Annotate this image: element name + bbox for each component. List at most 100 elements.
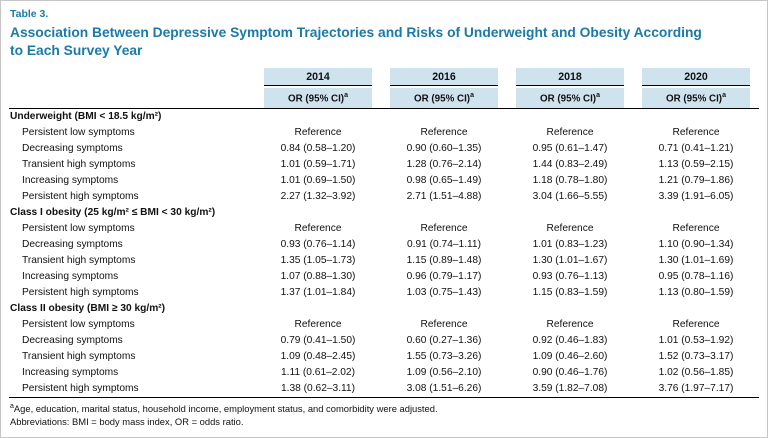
section-header: Underweight (BMI < 18.5 kg/m²) xyxy=(10,111,162,123)
trajectory-row-label: Increasing symptoms xyxy=(22,175,119,187)
header-spacer xyxy=(9,68,255,88)
or-ci-value: 1.37 (1.01–1.84) xyxy=(280,287,356,299)
or-ci-value: 0.95 (0.61–1.47) xyxy=(532,143,608,155)
or-ci-value: 1.09 (0.48–2.45) xyxy=(280,351,356,363)
table-row: Persistent high symptoms 1.37 (1.01–1.84)… xyxy=(9,285,759,301)
or-ci-value: 0.79 (0.41–1.50) xyxy=(280,335,356,347)
column-header-or-ci: OR (95% CI)a xyxy=(390,88,498,108)
column-header-or-ci: OR (95% CI)a xyxy=(516,88,624,108)
trajectory-row-label: Transient high symptoms xyxy=(22,255,136,267)
or-ci-value: 1.07 (0.88–1.30) xyxy=(280,271,356,283)
year-header-row: 2014 2016 2018 2020 xyxy=(9,68,759,88)
trajectory-row-label: Decreasing symptoms xyxy=(22,239,123,251)
trajectory-row-label: Transient high symptoms xyxy=(22,159,136,171)
column-header-year: 2018 xyxy=(516,68,624,87)
trajectory-row-label: Persistent low symptoms xyxy=(22,127,135,139)
header-spacer xyxy=(9,88,255,109)
table-row: Decreasing symptoms 0.93 (0.76–1.14) 0.91 … xyxy=(9,237,759,253)
or-ci-value: 1.18 (0.78–1.80) xyxy=(532,175,608,187)
or-ci-value: 0.95 (0.78–1.16) xyxy=(658,271,734,283)
or-ci-value: 0.98 (0.65–1.49) xyxy=(406,175,482,187)
table-row: Increasing symptoms 1.01 (0.69–1.50) 0.98 … xyxy=(9,173,759,189)
or-ci-value: Reference xyxy=(294,223,342,235)
or-ci-value: 1.13 (0.59–2.15) xyxy=(658,159,734,171)
or-ci-value: Reference xyxy=(420,127,468,139)
or-ci-value: 1.10 (0.90–1.34) xyxy=(658,239,734,251)
or-ci-value: 0.91 (0.74–1.11) xyxy=(406,239,481,251)
or-ci-value: 0.93 (0.76–1.14) xyxy=(280,239,356,251)
table-row: Increasing symptoms 1.11 (0.61–2.02) 1.09 … xyxy=(9,365,759,381)
or-ci-value: 3.76 (1.97–7.17) xyxy=(633,380,759,398)
trajectory-row-label: Increasing symptoms xyxy=(22,367,119,379)
table-row: Transient high symptoms 1.09 (0.48–2.45) 1… xyxy=(9,349,759,365)
table-row: Increasing symptoms 1.07 (0.88–1.30) 0.96 … xyxy=(9,269,759,285)
or-ci-value: 1.28 (0.76–2.14) xyxy=(406,159,482,171)
or-ci-value: 1.52 (0.73–3.17) xyxy=(658,351,734,363)
table-row: Decreasing symptoms 0.79 (0.41–1.50) 0.60 … xyxy=(9,333,759,349)
or-ci-value: 1.35 (1.05–1.73) xyxy=(280,255,356,267)
or-header-row: OR (95% CI)a OR (95% CI)a OR (95% CI)a OR (… xyxy=(9,88,759,109)
or-ci-value: 3.59 (1.82–7.08) xyxy=(507,380,633,398)
table-row: Transient high symptoms 1.01 (0.59–1.71) 1… xyxy=(9,157,759,173)
or-ci-value: 1.09 (0.46–2.60) xyxy=(532,351,608,363)
table-row: Decreasing symptoms 0.84 (0.58–1.20) 0.90 … xyxy=(9,141,759,157)
or-ci-value: 3.04 (1.66–5.55) xyxy=(532,191,608,203)
or-ci-value: Reference xyxy=(420,319,468,331)
or-ci-value: 1.15 (0.83–1.59) xyxy=(532,287,608,299)
or-ci-value: Reference xyxy=(420,223,468,235)
footnote-text: Age, education, marital status, househol… xyxy=(13,402,438,414)
section-header-row: Class II obesity (BMI ≥ 30 kg/m²) xyxy=(9,301,759,317)
trajectory-row-label: Persistent high symptoms xyxy=(22,191,139,203)
or-ci-value: 1.01 (0.53–1.92) xyxy=(658,335,734,347)
or-ci-value: Reference xyxy=(672,127,720,139)
or-ci-value: 0.92 (0.46–1.83) xyxy=(532,335,608,347)
results-table: 2014 2016 2018 2020 OR (95% CI)a OR (95% CI)… xyxy=(9,68,759,398)
or-ci-value: 2.27 (1.32–3.92) xyxy=(280,191,356,203)
or-ci-value: 1.09 (0.56–2.10) xyxy=(406,367,482,379)
or-ci-value: 1.15 (0.89–1.48) xyxy=(406,255,482,267)
trajectory-row-label: Increasing symptoms xyxy=(22,271,119,283)
or-ci-value: Reference xyxy=(546,319,594,331)
footnotes: aAge, education, marital status, househo… xyxy=(10,402,759,428)
trajectory-row-label: Persistent high symptoms xyxy=(9,380,255,398)
or-ci-value: 0.90 (0.46–1.76) xyxy=(532,367,608,379)
footnote-superscript: a xyxy=(10,402,14,410)
column-header-year: 2014 xyxy=(264,68,372,87)
table-number-label: Table 3. xyxy=(10,8,49,20)
trajectory-row-label: Decreasing symptoms xyxy=(22,143,123,155)
section-header: Class I obesity (25 kg/m² ≤ BMI < 30 kg/… xyxy=(10,207,216,219)
trajectory-row-label: Persistent high symptoms xyxy=(22,287,139,299)
or-ci-value: 0.90 (0.60–1.35) xyxy=(406,143,482,155)
table-title: Association Between Depressive Symptom T… xyxy=(10,25,702,58)
table-body: Underweight (BMI < 18.5 kg/m²) Persistent… xyxy=(9,108,759,398)
or-ci-value: 1.03 (0.75–1.43) xyxy=(406,287,482,299)
section-header-row: Class I obesity (25 kg/m² ≤ BMI < 30 kg/… xyxy=(9,205,759,221)
or-ci-value: 0.84 (0.58–1.20) xyxy=(280,143,356,155)
or-ci-value: 3.39 (1.91–6.05) xyxy=(658,191,734,203)
or-ci-value: 0.71 (0.41–1.21) xyxy=(658,143,734,155)
or-ci-value: Reference xyxy=(672,319,720,331)
trajectory-row-label: Persistent low symptoms xyxy=(22,319,135,331)
section-header: Class II obesity (BMI ≥ 30 kg/m²) xyxy=(10,303,166,315)
footnote-text: Abbreviations: BMI = body mass index, OR… xyxy=(10,415,244,427)
or-ci-value: 2.71 (1.51–4.88) xyxy=(406,191,482,203)
or-ci-value: Reference xyxy=(294,127,342,139)
or-ci-value: 1.38 (0.62–3.11) xyxy=(255,380,381,398)
or-ci-value: 1.01 (0.59–1.71) xyxy=(280,159,356,171)
or-ci-value: Reference xyxy=(672,223,720,235)
or-ci-value: 1.21 (0.79–1.86) xyxy=(658,175,734,187)
footnote-abbreviations: Abbreviations: BMI = body mass index, OR… xyxy=(10,415,759,428)
or-ci-value: 1.55 (0.73–3.26) xyxy=(406,351,482,363)
or-ci-value: 1.11 (0.61–2.02) xyxy=(280,367,355,379)
table-row: Persistent low symptoms Reference Referenc… xyxy=(9,125,759,141)
or-ci-value: 1.01 (0.83–1.23) xyxy=(532,239,608,251)
or-ci-value: Reference xyxy=(546,127,594,139)
or-ci-value: 0.60 (0.27–1.36) xyxy=(406,335,482,347)
or-ci-value: 1.01 (0.69–1.50) xyxy=(280,175,356,187)
or-ci-value: 1.02 (0.56–1.85) xyxy=(658,367,734,379)
or-ci-value: 1.30 (1.01–1.69) xyxy=(658,255,734,267)
table-row: Persistent high symptoms 1.38 (0.62–3.11)… xyxy=(9,380,759,398)
table-row: Persistent high symptoms 2.27 (1.32–3.92)… xyxy=(9,189,759,205)
footnote-adjustment: aAge, education, marital status, househo… xyxy=(10,402,759,415)
